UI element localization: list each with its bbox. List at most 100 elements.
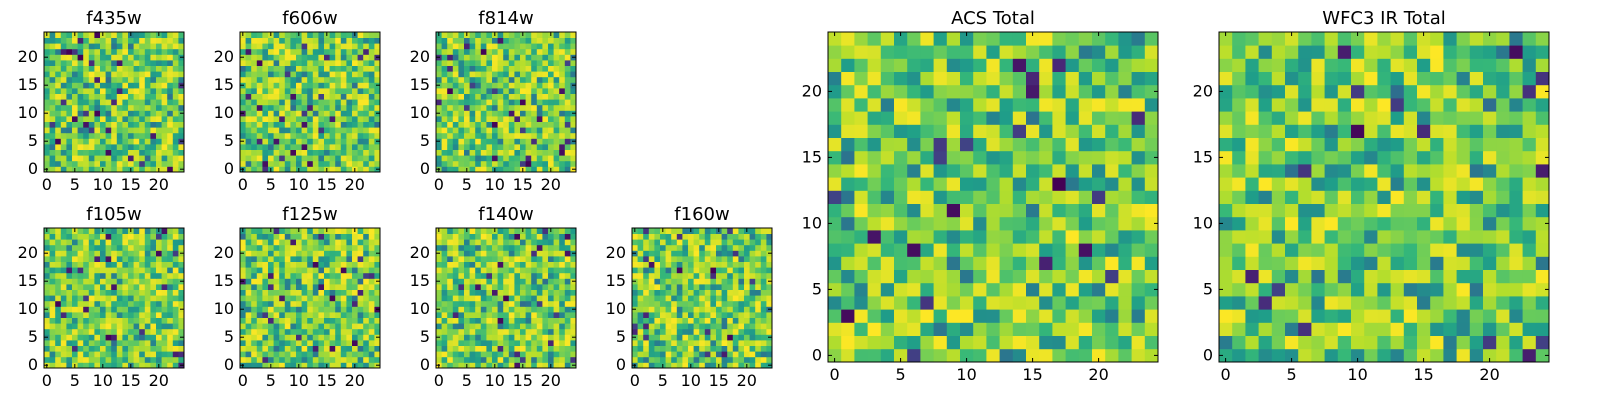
heatmap-cell [464,149,470,156]
heatmap-cell [346,160,353,167]
heatmap-cell [111,312,118,318]
heatmap-cell [150,312,157,318]
heatmap-cell [111,127,118,134]
heatmap-cell [273,306,280,313]
heatmap-cell [161,37,168,44]
heatmap-cell [828,269,842,284]
heatmap-cell [486,312,493,318]
heatmap-cell [1092,164,1106,178]
heatmap-cell [251,60,258,66]
heatmap-cell [335,166,342,173]
heatmap-cell [290,127,297,134]
heatmap-cell [279,32,286,38]
heatmap-cell [245,116,252,122]
heatmap-cell [693,261,700,268]
heatmap-cell [436,160,442,167]
heatmap-cell [60,306,67,313]
heatmap-cell [732,351,739,358]
heatmap-cell [480,121,487,128]
heatmap-cell [531,295,538,302]
heatmap-cell [907,164,921,178]
heatmap-cell [637,295,644,302]
heatmap-cell [564,82,571,89]
heatmap-cell [531,149,538,156]
heatmap-cell [279,244,286,251]
heatmap-cell [738,267,745,274]
heatmap-cell [329,233,336,240]
heatmap-cell [122,43,129,50]
heatmap-cell [55,256,62,262]
heatmap-cell [374,345,381,352]
heatmap-cell [452,37,459,44]
heatmap-cell [946,177,961,191]
heatmap-cell [329,155,336,162]
heatmap-cell [559,132,566,139]
heatmap-cell [55,289,62,296]
heatmap-cell [525,300,532,307]
heatmap-cell [738,300,745,307]
heatmap-cell [133,99,140,106]
heatmap-cell [100,37,106,44]
heatmap-cell [312,155,319,162]
heatmap-cell [150,48,157,55]
heatmap-cell [296,334,302,341]
heatmap-cell [251,166,258,173]
heatmap-cell [296,132,302,139]
heatmap-cell [262,284,269,290]
heatmap-cell [475,295,482,302]
heatmap-cell [841,164,855,178]
heatmap-cell [312,76,319,83]
heatmap-cell [262,328,269,335]
heatmap-cell [1052,282,1066,297]
heatmap-cell [273,43,280,50]
heatmap-cell [150,295,157,302]
heatmap-cell [564,138,571,145]
heatmap-cell [290,166,297,173]
heatmap-cell [727,244,734,251]
heatmap-cell [542,289,549,296]
heatmap-cell [749,300,756,307]
heatmap-cell [452,60,459,66]
heatmap-cell [251,71,258,78]
heatmap-cell [335,82,342,89]
heatmap-cell [167,32,174,38]
heatmap-cell [318,93,325,100]
heatmap-cell [172,306,179,313]
heatmap-cell [469,362,476,369]
heatmap-cell [469,121,476,128]
heatmap-cell [564,166,571,173]
heatmap-cell [1026,216,1040,231]
heatmap-cell [693,312,700,318]
heatmap-cell [262,233,269,240]
heatmap-cell [88,356,95,363]
heatmap-cell [240,132,246,139]
heatmap-cell [671,328,678,335]
heatmap-cell [301,37,308,44]
panel-title: f105w [86,204,141,225]
heatmap-cell [55,250,62,257]
heatmap-cell [699,228,706,234]
heatmap-cell [441,228,448,234]
heatmap-cell [279,306,286,313]
heatmap-cell [279,93,286,100]
heatmap-cell [307,272,314,279]
heatmap-cell [335,43,342,50]
heatmap-cell [307,149,314,156]
heatmap-cell [161,138,168,145]
heatmap-cell [452,43,459,50]
heatmap-cell [497,284,504,290]
heatmap-cell [172,289,179,296]
heatmap-cell [307,278,314,285]
heatmap-cell [167,76,174,83]
heatmap-cell [469,144,476,150]
heatmap-cell [570,88,577,94]
heatmap-cell [88,289,95,296]
y-tick-label: 0 [224,159,234,178]
y-tick-label: 15 [18,271,38,290]
heatmap-cell [122,110,129,117]
heatmap-cell [447,116,454,122]
heatmap-cell [296,71,302,78]
heatmap-cell [122,244,129,251]
heatmap-cell [72,54,78,61]
heatmap-cell [374,317,381,324]
